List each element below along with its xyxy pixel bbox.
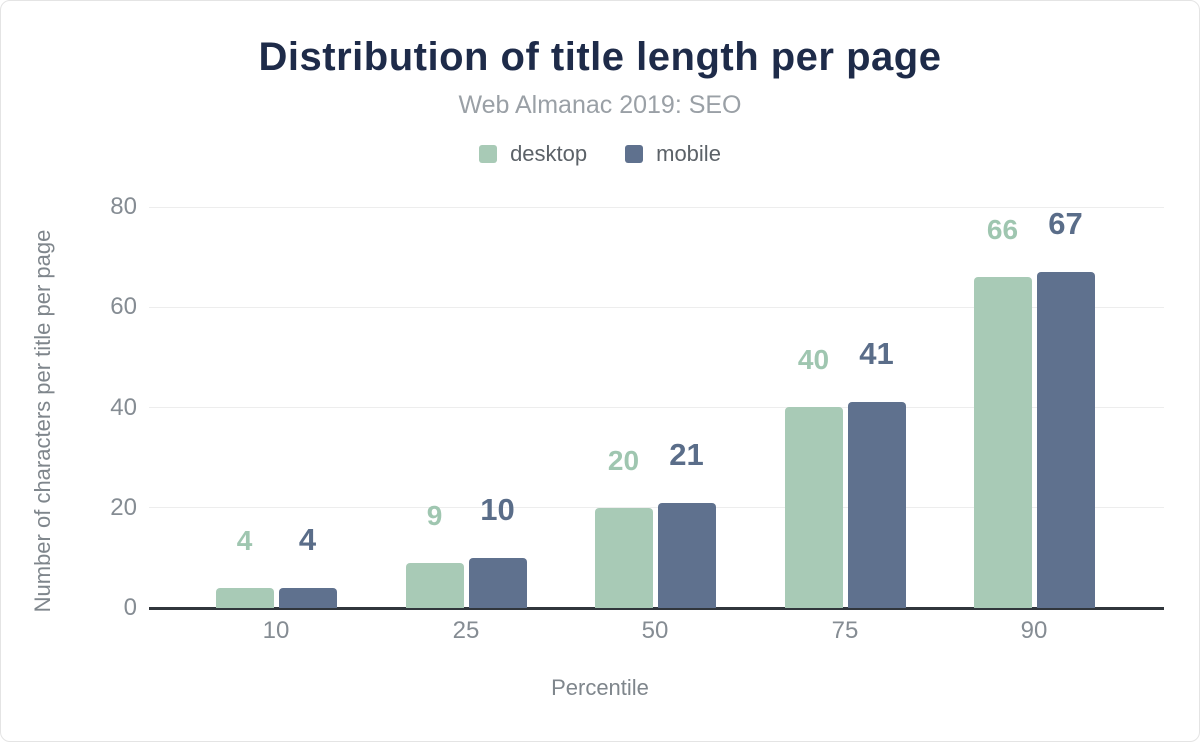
- legend-swatch-desktop-icon: [479, 145, 498, 163]
- bar-desktop-p10[interactable]: [215, 588, 274, 608]
- y-tick-60: 60: [110, 293, 137, 321]
- y-tick-20: 20: [110, 493, 137, 521]
- x-axis-title: Percentile: [551, 675, 649, 700]
- bar-mobile-p90[interactable]: [1036, 272, 1095, 608]
- gridline-y20: [149, 507, 1164, 509]
- gridline-y60: [149, 306, 1164, 308]
- bar-label-mobile-p25: 10: [480, 492, 515, 527]
- x-tick-10: 10: [262, 617, 290, 644]
- y-axis-title: Number of characters per title per page: [30, 229, 55, 613]
- bar-mobile-p25[interactable]: [468, 558, 527, 608]
- legend-swatch-mobile-icon: [625, 145, 644, 163]
- y-tick-80: 80: [110, 193, 137, 220]
- x-tick-75: 75: [831, 617, 859, 644]
- gridline-y40: [149, 407, 1164, 408]
- bar-desktop-p50[interactable]: [594, 508, 653, 608]
- y-tick-0: 0: [123, 594, 137, 621]
- x-tick-25: 25: [452, 617, 480, 644]
- legend-label-desktop: desktop: [510, 141, 588, 166]
- bar-label-desktop-p75: 40: [797, 344, 830, 375]
- bar-label-mobile-p90: 67: [1048, 206, 1083, 241]
- bar-desktop-p25[interactable]: [405, 563, 464, 608]
- bar-label-desktop-p50: 20: [607, 445, 640, 476]
- bar-label-desktop-p10: 4: [236, 525, 253, 556]
- gridline-y80: [149, 206, 1164, 208]
- bar-mobile-p75[interactable]: [847, 402, 906, 608]
- bar-label-mobile-p50: 21: [669, 437, 704, 472]
- x-tick-50: 50: [641, 617, 669, 644]
- bar-label-desktop-p90: 66: [986, 214, 1019, 245]
- x-axis-line: [149, 607, 1164, 610]
- bar-label-desktop-p25: 9: [426, 500, 443, 531]
- bar-mobile-p50[interactable]: [657, 503, 716, 608]
- chart-title: Distribution of title length per page: [258, 35, 942, 79]
- bar-label-mobile-p10: 4: [298, 522, 317, 557]
- chart-subtitle: Web Almanac 2019: SEO: [458, 91, 742, 119]
- bar-desktop-p90[interactable]: [973, 277, 1032, 608]
- legend-label-mobile: mobile: [656, 141, 721, 166]
- legend: desktop mobile: [1, 141, 1199, 167]
- bar-desktop-p75[interactable]: [784, 407, 843, 608]
- x-tick-90: 90: [1020, 617, 1048, 644]
- legend-item-desktop[interactable]: desktop: [479, 141, 587, 167]
- bar-label-mobile-p75: 41: [859, 336, 894, 371]
- bar-mobile-p10[interactable]: [278, 588, 337, 608]
- y-tick-40: 40: [110, 393, 137, 421]
- legend-item-mobile[interactable]: mobile: [625, 141, 721, 167]
